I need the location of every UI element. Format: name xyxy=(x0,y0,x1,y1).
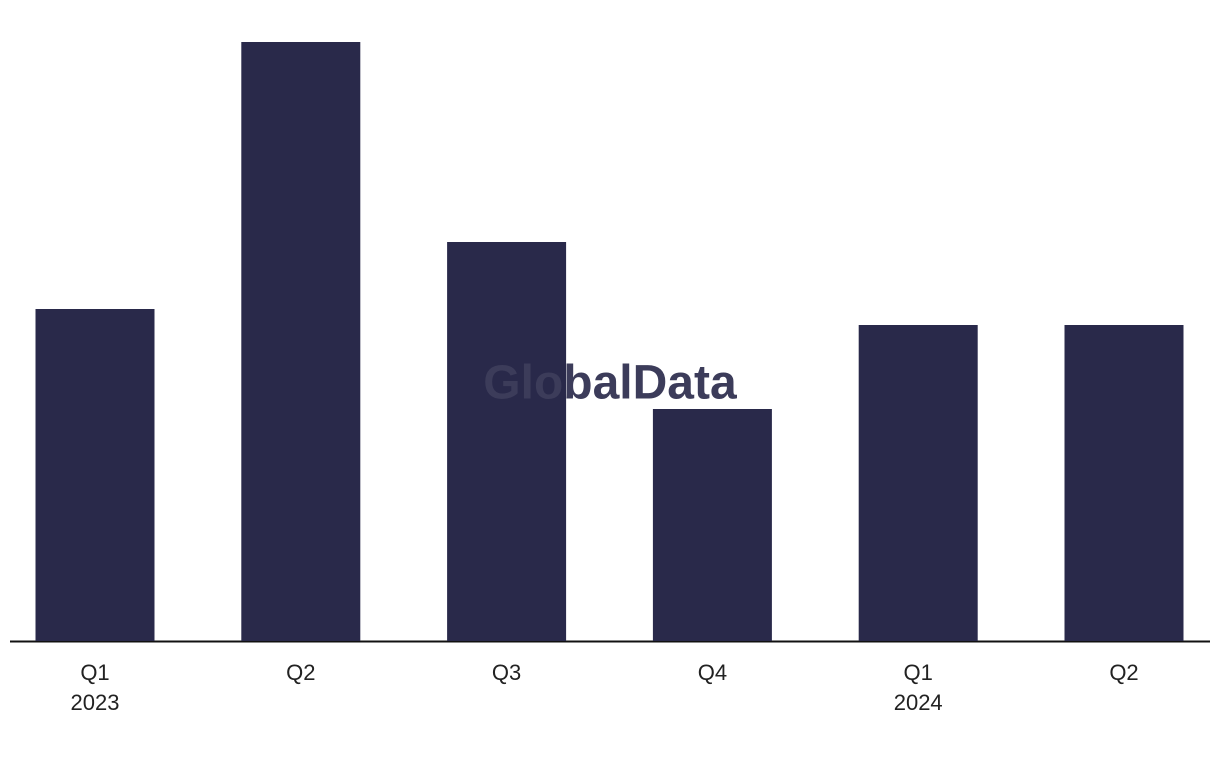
bar xyxy=(241,42,361,641)
x-tick-label: Q1 xyxy=(904,660,933,685)
watermark: GlobalData xyxy=(483,357,737,410)
bar xyxy=(447,242,567,641)
x-tick-label: Q1 xyxy=(80,660,109,685)
bar xyxy=(858,325,978,641)
bar xyxy=(1064,325,1184,641)
x-tick-label: Q4 xyxy=(698,660,727,685)
bar xyxy=(652,409,772,641)
x-tick-label: Q3 xyxy=(492,660,521,685)
x-tick-year-label: 2023 xyxy=(71,690,120,715)
bar xyxy=(35,309,155,641)
x-tick-label: Q2 xyxy=(1109,660,1138,685)
x-tick-year-label: 2024 xyxy=(894,690,943,715)
x-tick-label: Q2 xyxy=(286,660,315,685)
